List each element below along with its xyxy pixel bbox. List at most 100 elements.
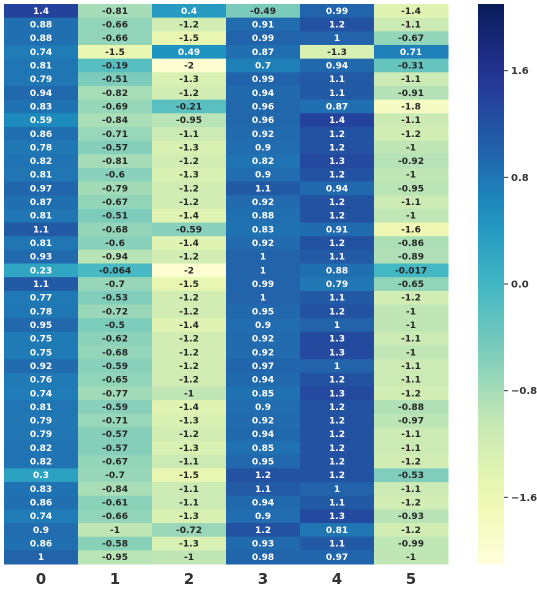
cell-value-label: 0.85 xyxy=(252,389,274,399)
cell-value-label: -1.2 xyxy=(401,458,421,468)
heatmap-cell xyxy=(78,44,153,60)
cell-value-label: 1.2 xyxy=(329,417,345,427)
cell-value-label: -1.2 xyxy=(179,157,199,167)
cell-value-label: 0.87 xyxy=(252,48,274,58)
heatmap-cell xyxy=(226,482,301,497)
x-tick-label: 5 xyxy=(406,570,416,588)
heatmap-cell xyxy=(152,427,227,442)
cell-value-label: -1.1 xyxy=(401,75,421,85)
heatmap-cell xyxy=(4,126,79,142)
cell-value-label: -1.2 xyxy=(179,376,199,386)
heatmap-cell xyxy=(300,195,375,210)
heatmap-cell xyxy=(374,523,449,538)
heatmap-cell xyxy=(78,386,153,401)
cell-value-label: -0.95 xyxy=(398,184,424,194)
cell-value-label: -0.017 xyxy=(395,266,427,276)
cell-value-label: -1 xyxy=(406,321,416,331)
cell-value-label: -2 xyxy=(184,61,194,71)
heatmap-cell xyxy=(300,482,375,497)
heatmap-cell xyxy=(374,454,449,469)
cell-value-label: 0.95 xyxy=(252,458,274,468)
heatmap-cell xyxy=(300,99,375,114)
cell-value-label: 0.4 xyxy=(181,7,197,17)
x-tick-label: 4 xyxy=(332,570,342,588)
heatmap-cell xyxy=(4,208,79,224)
heatmap-cell xyxy=(152,454,227,469)
cell-value-label: 0.3 xyxy=(33,471,49,481)
colorbar-gradient xyxy=(478,4,504,564)
heatmap-cell xyxy=(226,359,301,374)
heatmap-cell xyxy=(78,263,153,278)
cell-value-label: -1.1 xyxy=(179,130,199,140)
heatmap-cell xyxy=(78,72,153,87)
heatmap-cell xyxy=(4,154,79,169)
cell-value-label: 0.74 xyxy=(30,48,52,58)
cell-value-label: 1.2 xyxy=(255,471,271,481)
heatmap-cell xyxy=(226,345,301,360)
heatmap-cell xyxy=(78,290,153,305)
cell-value-label: 0.86 xyxy=(30,130,52,140)
heatmap-cell xyxy=(300,509,375,524)
cell-value-label: -1.1 xyxy=(401,485,421,495)
heatmap-cell xyxy=(300,85,375,101)
heatmap-cell xyxy=(374,99,449,114)
heatmap-cell xyxy=(4,195,79,210)
cell-value-label: -0.59 xyxy=(102,403,128,413)
heatmap-cell xyxy=(226,400,301,415)
heatmap-cell xyxy=(4,427,79,442)
cell-value-label: 0.71 xyxy=(400,48,422,58)
heatmap-cell xyxy=(300,4,375,19)
cell-value-label: 0.78 xyxy=(30,143,52,153)
cell-value-label: -1.2 xyxy=(179,307,199,317)
cell-value-label: -0.71 xyxy=(102,130,128,140)
heatmap-cell xyxy=(152,263,227,278)
cell-value-label: -0.7 xyxy=(105,471,125,481)
heatmap-cell xyxy=(300,140,375,155)
heatmap-cell xyxy=(78,509,153,524)
cell-value-label: -1.8 xyxy=(401,102,421,112)
heatmap-cell xyxy=(78,304,153,319)
cell-value-label: -1.4 xyxy=(179,212,199,222)
cell-value-label: -0.51 xyxy=(102,212,128,222)
heatmap-cell xyxy=(78,208,153,224)
cell-value-label: -0.89 xyxy=(398,253,424,263)
heatmap-cell xyxy=(152,400,227,415)
cell-value-label: 1.1 xyxy=(329,75,345,85)
heatmap-cell xyxy=(374,140,449,155)
heatmap-cell xyxy=(152,236,227,251)
heatmap-cell xyxy=(226,509,301,524)
heatmap-cell xyxy=(300,427,375,442)
heatmap-cell xyxy=(374,17,449,32)
cell-value-label: -0.51 xyxy=(102,75,128,85)
heatmap-cell xyxy=(300,31,375,46)
heatmap-cell xyxy=(78,318,153,333)
heatmap-cell xyxy=(300,468,375,483)
heatmap-cell xyxy=(78,536,153,551)
cell-value-label: 0.86 xyxy=(30,499,52,509)
heatmap-cell xyxy=(226,4,301,19)
heatmap-cell xyxy=(226,44,301,60)
heatmap-cells: 1.4 -0.81 0.4 -0.49 0.99 -1.4 0.88 -0.66 -1.2 0.9… xyxy=(4,4,449,565)
cell-value-label: -1.1 xyxy=(401,198,421,208)
cell-value-label: 1.1 xyxy=(33,280,49,290)
heatmap-cell xyxy=(374,154,449,169)
heatmap-cell xyxy=(300,222,375,237)
heatmap-cell xyxy=(374,290,449,305)
cell-value-label: 1.3 xyxy=(329,512,345,522)
heatmap-cell xyxy=(78,4,153,19)
heatmap-cell xyxy=(226,523,301,538)
heatmap-cell xyxy=(4,167,79,183)
cell-value-label: 1.1 xyxy=(33,225,49,235)
heatmap-cell xyxy=(300,304,375,319)
heatmap-cell xyxy=(374,31,449,46)
cell-value-label: -1.1 xyxy=(401,116,421,126)
cell-value-label: 1.2 xyxy=(329,171,345,181)
cell-value-label: -0.86 xyxy=(398,239,424,249)
heatmap-cell xyxy=(152,318,227,333)
heatmap-cell xyxy=(4,304,79,319)
cell-value-label: 0.75 xyxy=(30,348,52,358)
cell-value-label: 0.75 xyxy=(30,335,52,345)
cell-value-label: -1.4 xyxy=(401,7,421,17)
heatmap-cell xyxy=(78,482,153,497)
heatmap-cell xyxy=(374,249,449,265)
